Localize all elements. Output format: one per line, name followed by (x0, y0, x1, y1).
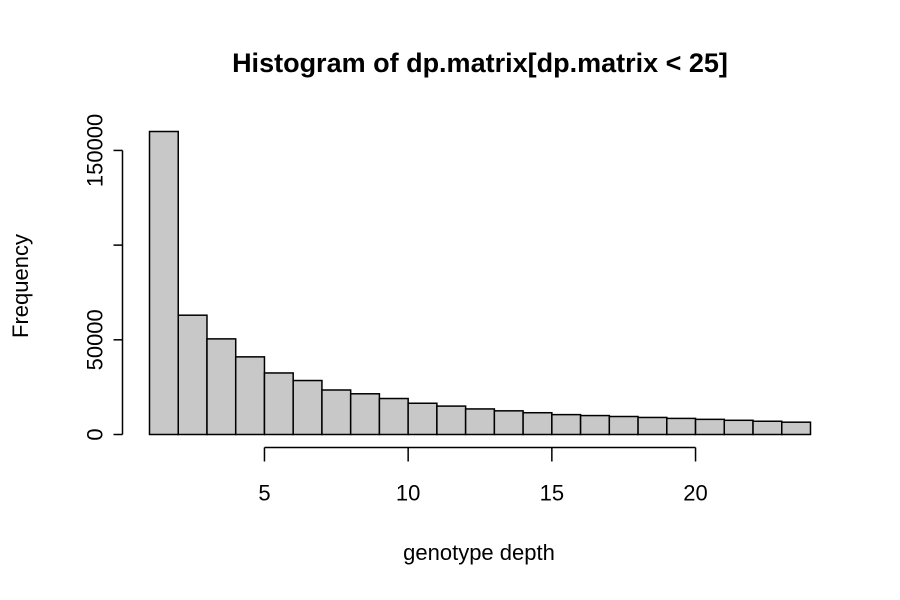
histogram-bar (349, 393, 381, 436)
y-axis: 0 50000 150000 (83, 114, 124, 441)
histogram-bar (551, 413, 582, 436)
histogram-bar (723, 419, 754, 436)
x-tick-label: 5 (258, 481, 270, 506)
histogram-bar (292, 379, 323, 436)
histogram-bar (148, 130, 179, 436)
x-tick-label: 15 (540, 481, 564, 506)
histogram-bar (407, 402, 438, 436)
histogram-bar (694, 418, 726, 436)
histogram-bar (206, 338, 237, 436)
histogram-bar (177, 314, 208, 436)
y-tick-label: 0 (83, 428, 108, 440)
bars-group (148, 130, 812, 436)
histogram-bar (234, 356, 266, 436)
histogram-bar (436, 405, 467, 436)
y-tick-label: 150000 (83, 114, 108, 187)
histogram-bar (263, 372, 294, 436)
chart-title: Histogram of dp.matrix[dp.matrix < 25] (232, 48, 728, 78)
x-axis-label: genotype depth (403, 540, 555, 565)
x-tick-label: 20 (683, 481, 707, 506)
histogram-bar (781, 421, 812, 436)
y-axis-label: Frequency (8, 234, 33, 338)
histogram-bar (666, 417, 697, 436)
x-axis: 5 10 15 20 (258, 446, 708, 506)
histogram-bar (608, 415, 639, 436)
histogram-bar (752, 420, 783, 436)
histogram-bar (637, 416, 668, 436)
y-tick-label: 50000 (83, 309, 108, 370)
histogram-bar (321, 389, 352, 436)
histogram-bar (579, 414, 611, 436)
histogram-bar (378, 397, 409, 436)
x-tick-label: 10 (396, 481, 420, 506)
histogram-bar (464, 408, 496, 436)
histogram-bar (522, 411, 553, 436)
histogram-bar (493, 410, 524, 436)
